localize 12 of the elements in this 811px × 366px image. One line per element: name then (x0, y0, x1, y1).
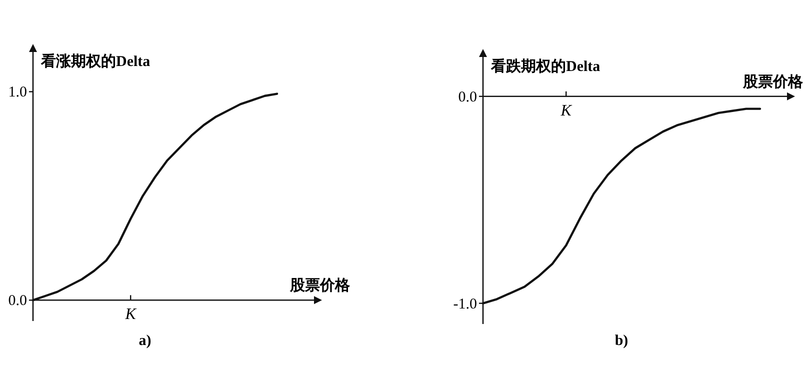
text: a) (138, 333, 152, 349)
y-tick-label: -1.0 (453, 296, 477, 312)
x-axis-title: 股票价格 (742, 73, 804, 90)
x-tick-label: K (124, 306, 138, 324)
y-tick-label: 0.0 (8, 293, 27, 310)
x-axis-title: 股票价格 (289, 277, 351, 294)
x-tick-label: K (560, 102, 573, 120)
y-axis-title: 看涨期权的Delta (40, 53, 151, 70)
text: b) (614, 333, 628, 349)
y-axis-title: 看跌期权的Delta (490, 58, 601, 75)
y-tick-label: 1.0 (8, 84, 27, 101)
y-tick-label: 0.0 (458, 89, 477, 106)
